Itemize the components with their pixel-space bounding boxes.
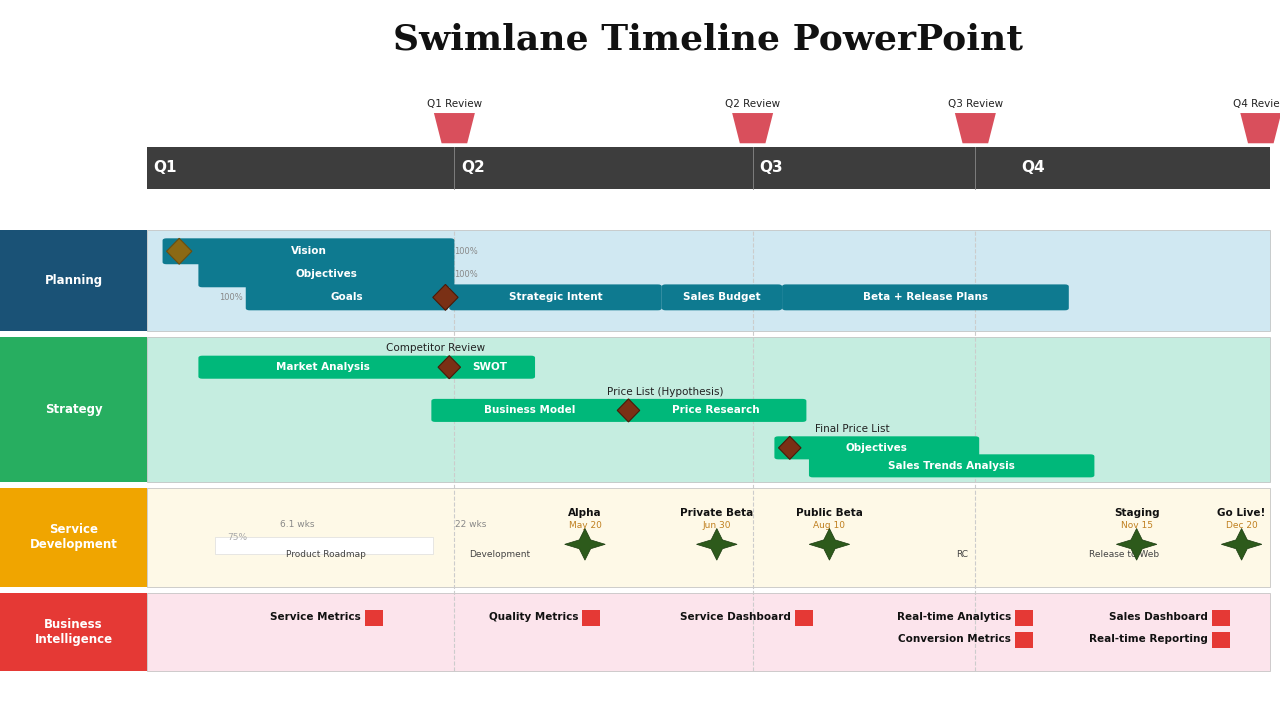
Polygon shape (438, 356, 461, 379)
FancyBboxPatch shape (246, 284, 448, 310)
Text: Private Beta: Private Beta (680, 508, 754, 518)
Text: Conversion Metrics: Conversion Metrics (899, 634, 1011, 644)
Text: Q1 Review: Q1 Review (426, 99, 483, 109)
Text: Objectives: Objectives (296, 269, 357, 279)
Text: Sales Budget: Sales Budget (684, 292, 760, 302)
Text: Service Metrics: Service Metrics (270, 612, 361, 622)
Text: Strategy: Strategy (45, 403, 102, 416)
Text: Public Beta: Public Beta (796, 508, 863, 518)
Text: Q4: Q4 (1021, 161, 1044, 175)
Text: Quality Metrics: Quality Metrics (489, 612, 579, 622)
Text: Strategic Intent: Strategic Intent (508, 292, 603, 302)
Text: Nov 15: Nov 15 (1121, 521, 1153, 530)
Text: Final Price List: Final Price List (815, 424, 890, 434)
Text: 100%: 100% (454, 247, 479, 256)
FancyBboxPatch shape (625, 399, 806, 422)
FancyBboxPatch shape (147, 337, 1270, 482)
FancyBboxPatch shape (795, 610, 813, 626)
Text: Vision: Vision (291, 246, 326, 256)
FancyBboxPatch shape (0, 488, 147, 587)
FancyBboxPatch shape (1015, 610, 1033, 626)
FancyBboxPatch shape (147, 488, 1270, 587)
FancyBboxPatch shape (431, 399, 627, 422)
Polygon shape (1221, 528, 1262, 560)
Text: Service
Development: Service Development (29, 523, 118, 552)
Text: RC: RC (956, 550, 969, 559)
FancyBboxPatch shape (1212, 610, 1230, 626)
Text: Q3: Q3 (759, 161, 782, 175)
Polygon shape (1116, 528, 1157, 560)
Text: Aug 10: Aug 10 (814, 521, 846, 530)
Polygon shape (1240, 113, 1280, 143)
Text: Objectives: Objectives (846, 443, 908, 453)
FancyBboxPatch shape (774, 436, 979, 459)
Text: Competitor Review: Competitor Review (385, 343, 485, 354)
Text: Market Analysis: Market Analysis (276, 362, 370, 372)
Text: Beta + Release Plans: Beta + Release Plans (863, 292, 988, 302)
FancyBboxPatch shape (0, 230, 147, 331)
Text: Go Live!: Go Live! (1217, 508, 1266, 518)
Text: Price Research: Price Research (672, 405, 759, 415)
FancyBboxPatch shape (809, 454, 1094, 477)
Text: Business
Intelligence: Business Intelligence (35, 618, 113, 646)
Polygon shape (434, 113, 475, 143)
Polygon shape (564, 528, 605, 560)
Text: Goals: Goals (330, 292, 364, 302)
Polygon shape (166, 238, 192, 264)
FancyBboxPatch shape (662, 284, 782, 310)
Text: Staging: Staging (1114, 508, 1160, 518)
Text: Q2 Review: Q2 Review (724, 99, 781, 109)
Text: 6.1 wks: 6.1 wks (280, 520, 314, 528)
Text: Development: Development (468, 550, 530, 559)
Text: SWOT: SWOT (472, 362, 508, 372)
FancyBboxPatch shape (215, 537, 433, 554)
FancyBboxPatch shape (163, 238, 454, 264)
Text: Q2: Q2 (461, 161, 485, 175)
FancyBboxPatch shape (147, 230, 1270, 331)
Polygon shape (732, 113, 773, 143)
Text: Alpha: Alpha (568, 508, 602, 518)
Text: May 20: May 20 (568, 521, 602, 530)
FancyBboxPatch shape (147, 147, 1270, 189)
Text: Real-time Reporting: Real-time Reporting (1089, 634, 1208, 644)
FancyBboxPatch shape (582, 610, 600, 626)
Text: Service Dashboard: Service Dashboard (680, 612, 791, 622)
Text: Business Model: Business Model (484, 405, 575, 415)
FancyBboxPatch shape (445, 356, 535, 379)
Polygon shape (809, 528, 850, 560)
Text: 100%: 100% (219, 293, 243, 302)
Text: Sales Trends Analysis: Sales Trends Analysis (888, 461, 1015, 471)
FancyBboxPatch shape (449, 284, 662, 310)
Text: Planning: Planning (45, 274, 102, 287)
FancyBboxPatch shape (365, 610, 383, 626)
Text: Dec 20: Dec 20 (1226, 521, 1257, 530)
FancyBboxPatch shape (198, 261, 454, 287)
FancyBboxPatch shape (1015, 632, 1033, 648)
Polygon shape (617, 399, 640, 422)
Text: Price List (Hypothesis): Price List (Hypothesis) (607, 387, 724, 397)
Text: Product Roadmap: Product Roadmap (287, 550, 366, 559)
Text: Sales Dashboard: Sales Dashboard (1110, 612, 1208, 622)
Polygon shape (955, 113, 996, 143)
FancyBboxPatch shape (0, 337, 147, 482)
FancyBboxPatch shape (1212, 632, 1230, 648)
Text: 22 wks: 22 wks (456, 520, 486, 528)
Text: Q3 Review: Q3 Review (947, 99, 1004, 109)
Text: Real-time Analytics: Real-time Analytics (897, 612, 1011, 622)
Text: Q4 Review: Q4 Review (1233, 99, 1280, 109)
Polygon shape (433, 284, 458, 310)
Polygon shape (696, 528, 737, 560)
Text: 100%: 100% (454, 270, 479, 279)
FancyBboxPatch shape (147, 593, 1270, 671)
FancyBboxPatch shape (782, 284, 1069, 310)
Text: 75%: 75% (227, 533, 247, 541)
Text: Jun 30: Jun 30 (703, 521, 731, 530)
FancyBboxPatch shape (0, 593, 147, 671)
Text: Q1: Q1 (154, 161, 177, 175)
Text: Swimlane Timeline PowerPoint: Swimlane Timeline PowerPoint (393, 22, 1023, 57)
Polygon shape (778, 436, 801, 459)
Text: Release to Web: Release to Web (1089, 550, 1158, 559)
FancyBboxPatch shape (198, 356, 448, 379)
